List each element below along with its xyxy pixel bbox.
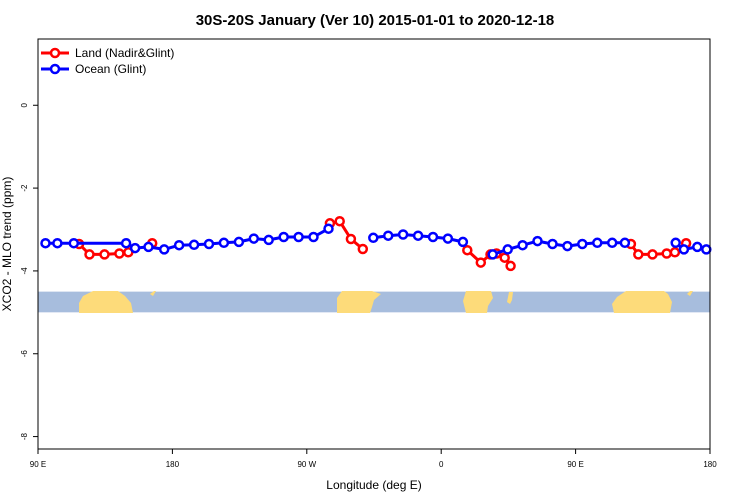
landmask-band (38, 291, 710, 313)
series-ocean-point (173, 239, 185, 251)
series-ocean-point (248, 233, 260, 244)
chart-title: 30S-20S January (Ver 10) 2015-01-01 to 2… (196, 12, 555, 29)
series-land-point (633, 249, 644, 260)
series-ocean-point (293, 231, 304, 243)
landmask-australia-2 (612, 291, 672, 313)
landmask-new-zealand-2 (687, 291, 693, 296)
series-ocean-point (308, 231, 319, 243)
series-ocean-point (532, 235, 543, 247)
y-tick-label: -6 (20, 350, 29, 358)
x-tick-label: 90 E (567, 460, 583, 469)
legend-ocean-label: Ocean (Glint) (75, 62, 146, 76)
landmask-ocean (38, 291, 710, 313)
series-layer (40, 215, 712, 272)
y-axis: 0 -2 -4 -6 -8 (20, 102, 38, 440)
plot-frame (37, 38, 711, 450)
x-tick-label: 90 W (297, 460, 316, 469)
series-ocean-point (40, 237, 51, 249)
series-ocean-point (670, 237, 681, 249)
series-ocean-point (218, 237, 230, 249)
series-ocean-point (68, 237, 80, 249)
series-ocean-point (188, 239, 200, 251)
series-ocean-point (143, 241, 154, 253)
landmask-africa (463, 291, 493, 313)
legend-ocean-marker (49, 63, 61, 75)
series-ocean-point (442, 233, 454, 244)
series-land-point (475, 257, 487, 268)
series-land-point (345, 233, 357, 245)
y-tick-label: -2 (20, 184, 29, 192)
x-tick-label: 90 E (30, 460, 46, 469)
x-axis-title: Longitude (deg E) (326, 478, 421, 492)
series-ocean-point (412, 230, 424, 241)
landmask-south-america (337, 291, 381, 313)
series-ocean-point (263, 234, 274, 246)
series-land-point (114, 248, 125, 259)
series-land-point (99, 249, 110, 260)
y-tick-label: -8 (20, 432, 29, 440)
landmask-australia (79, 291, 133, 313)
series-ocean-point (457, 236, 469, 248)
series-land-point (357, 243, 369, 255)
series-land-point (505, 260, 516, 272)
series-ocean-point (382, 230, 394, 241)
series-ocean-point (368, 232, 379, 244)
series-land-point (669, 247, 681, 258)
series-ocean-point (547, 238, 558, 250)
legend-land-marker (49, 47, 61, 59)
legend: Land (Nadir&Glint) Ocean (Glint) (41, 46, 174, 76)
legend-land-label: Land (Nadir&Glint) (75, 46, 174, 60)
series-land-point (462, 244, 473, 256)
series-ocean-line (492, 239, 625, 256)
series-ocean-point (323, 223, 334, 234)
series-ocean-point (203, 238, 215, 250)
series-ocean-point (278, 231, 289, 243)
series-ocean-point (487, 249, 498, 260)
series-ocean-point (577, 238, 588, 250)
y-axis-title: XCO2 - MLO trend (ppm) (0, 177, 14, 312)
x-tick-label: 180 (166, 460, 180, 469)
x-tick-label: 180 (703, 460, 717, 469)
series-ocean-point (158, 244, 170, 255)
x-tick-label: 0 (439, 460, 444, 469)
series-ocean-point (606, 237, 618, 249)
series-ocean-point (517, 239, 528, 251)
landmask-new-zealand (150, 291, 156, 296)
series-ocean-point (592, 237, 603, 249)
series-ocean-point (502, 244, 513, 255)
x-axis: 90 E 180 90 W 0 90 E 180 (30, 449, 717, 469)
series-ocean-point (701, 244, 712, 255)
series-ocean (40, 223, 712, 260)
y-tick-label: -4 (20, 267, 29, 275)
series-ocean-point (397, 229, 409, 240)
series-ocean-point (233, 236, 245, 248)
series-ocean-point (129, 242, 141, 254)
series-land-point (647, 249, 658, 260)
series-land-point (84, 249, 95, 260)
series-ocean-point (427, 231, 439, 243)
series-ocean-point (692, 241, 703, 253)
series-ocean-point (619, 237, 631, 249)
series-ocean-point (678, 244, 690, 255)
landmask-madagascar (507, 292, 513, 304)
y-tick-label: 0 (20, 102, 29, 107)
series-land-point (499, 252, 510, 263)
series-land-point (661, 248, 672, 259)
series-ocean-point (120, 237, 132, 249)
series-ocean-point (562, 240, 573, 252)
series-ocean-point (52, 237, 63, 249)
series-land-point (334, 215, 345, 227)
